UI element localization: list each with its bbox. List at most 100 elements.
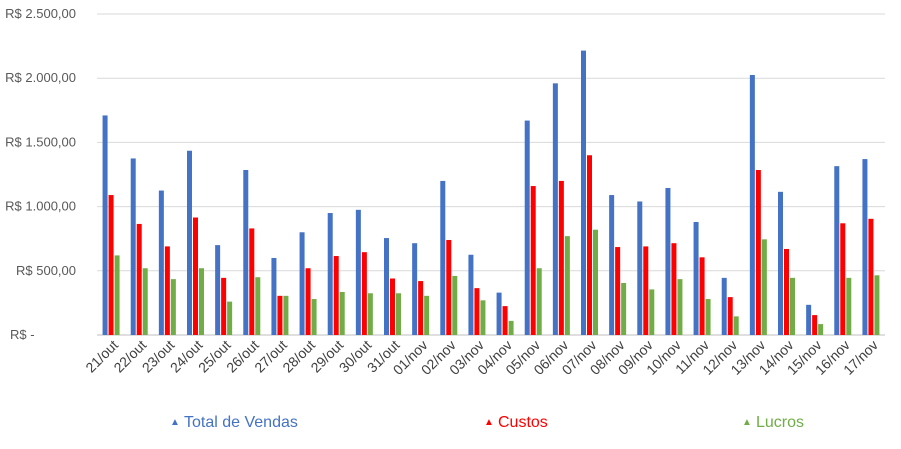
bar-lucros <box>649 289 655 335</box>
bar-custos <box>502 306 508 335</box>
bar-custos <box>474 288 480 335</box>
y-tick-label: R$ 2.000,00 <box>5 70 76 85</box>
bar-custos <box>671 243 677 335</box>
bar-total-de-vendas <box>299 232 305 335</box>
bar-lucros <box>283 295 289 335</box>
bar-lucros <box>705 299 711 335</box>
bar-total-de-vendas <box>721 277 727 335</box>
y-tick-label: R$ 500,00 <box>16 263 76 278</box>
bar-lucros <box>677 279 683 335</box>
y-tick-label: R$ - <box>10 327 35 342</box>
bar-custos <box>868 218 874 335</box>
legend-item: ▲ Total de Vendas <box>170 414 298 431</box>
bar-custos <box>164 246 170 335</box>
bar-custos <box>530 186 536 335</box>
bar-custos <box>390 278 395 335</box>
bar-total-de-vendas <box>355 209 361 335</box>
bar-total-de-vendas <box>749 74 755 336</box>
legend-label: Lucros <box>756 414 804 431</box>
bar-lucros <box>424 295 430 335</box>
bar-lucros <box>114 255 120 335</box>
bar-custos <box>784 248 789 335</box>
bar-lucros <box>733 316 739 335</box>
bar-lucros <box>593 229 598 335</box>
bar-total-de-vendas <box>243 170 249 335</box>
bar-lucros <box>564 236 570 335</box>
bar-total-de-vendas <box>327 213 333 335</box>
legend-label: Total de Vendas <box>184 414 298 431</box>
bar-lucros <box>480 300 486 335</box>
bar-custos <box>812 315 818 335</box>
bar-total-de-vendas <box>693 222 699 335</box>
bar-lucros <box>846 277 852 335</box>
bar-lucros <box>255 277 261 335</box>
bar-total-de-vendas <box>468 254 474 335</box>
bar-total-de-vendas <box>778 191 783 335</box>
bar-total-de-vendas <box>834 166 840 335</box>
bar-total-de-vendas <box>524 120 530 336</box>
y-tick-label: R$ 1.500,00 <box>5 134 76 149</box>
bar-custos <box>615 247 621 335</box>
bar-custos <box>277 295 283 335</box>
bar-lucros <box>199 268 204 335</box>
bar-custos <box>136 223 142 335</box>
bar-custos <box>643 246 649 335</box>
bar-lucros <box>818 324 824 335</box>
bar-total-de-vendas <box>665 187 671 335</box>
bar-custos <box>305 268 311 335</box>
bar-lucros <box>452 275 458 335</box>
bar-total-de-vendas <box>271 257 277 335</box>
bar-total-de-vendas <box>806 304 812 335</box>
bar-total-de-vendas <box>637 201 643 335</box>
bar-lucros <box>339 291 345 335</box>
bar-total-de-vendas <box>581 50 586 336</box>
legend-item: ▲ Custos <box>484 414 548 431</box>
bar-custos <box>249 228 255 335</box>
bar-lucros <box>367 293 373 335</box>
bar-lucros <box>170 279 176 335</box>
bar-total-de-vendas <box>496 292 502 335</box>
bar-lucros <box>311 299 317 335</box>
bar-custos <box>587 155 592 335</box>
bar-custos <box>699 257 705 335</box>
bar-total-de-vendas <box>215 245 221 335</box>
bar-total-de-vendas <box>187 150 192 335</box>
bar-custos <box>727 297 733 335</box>
y-axis: R$ - R$ 500,00 R$ 1.000,00 R$ 1.500,00 R$ 2.… <box>5 6 76 342</box>
bar-total-de-vendas <box>102 115 108 335</box>
bar-custos <box>418 281 424 335</box>
legend-item: ▲ Lucros <box>742 414 804 431</box>
bar-lucros <box>874 275 880 335</box>
bar-custos <box>108 195 114 335</box>
legend-marker-icon: ▲ <box>484 417 494 428</box>
bar-custos <box>446 239 452 335</box>
legend-label: Custos <box>498 414 548 431</box>
bar-lucros <box>142 268 148 335</box>
bar-total-de-vendas <box>862 159 868 335</box>
bar-lucros <box>621 282 627 335</box>
bars <box>102 50 880 336</box>
bar-total-de-vendas <box>552 83 558 335</box>
legend-marker-icon: ▲ <box>170 417 180 428</box>
y-tick-label: R$ 2.500,00 <box>5 6 76 21</box>
bar-custos <box>840 223 846 335</box>
legend: ▲ Total de Vendas ▲ Custos ▲ Lucros <box>170 414 804 431</box>
bar-total-de-vendas <box>440 180 446 335</box>
bar-lucros <box>227 301 233 335</box>
bar-total-de-vendas <box>158 190 164 335</box>
bar-lucros <box>790 277 795 335</box>
y-tick-label: R$ 1.000,00 <box>5 199 76 214</box>
bar-total-de-vendas <box>384 238 389 335</box>
legend-marker-icon: ▲ <box>742 417 752 428</box>
bar-total-de-vendas <box>412 243 418 335</box>
bar-lucros <box>536 268 542 335</box>
bar-custos <box>221 277 227 335</box>
bar-custos <box>361 252 367 335</box>
bar-lucros <box>396 293 401 335</box>
bar-custos <box>558 180 564 335</box>
bar-custos <box>755 170 761 335</box>
bar-total-de-vendas <box>609 195 615 335</box>
bar-custos <box>333 256 339 335</box>
bar-total-de-vendas <box>130 158 136 335</box>
